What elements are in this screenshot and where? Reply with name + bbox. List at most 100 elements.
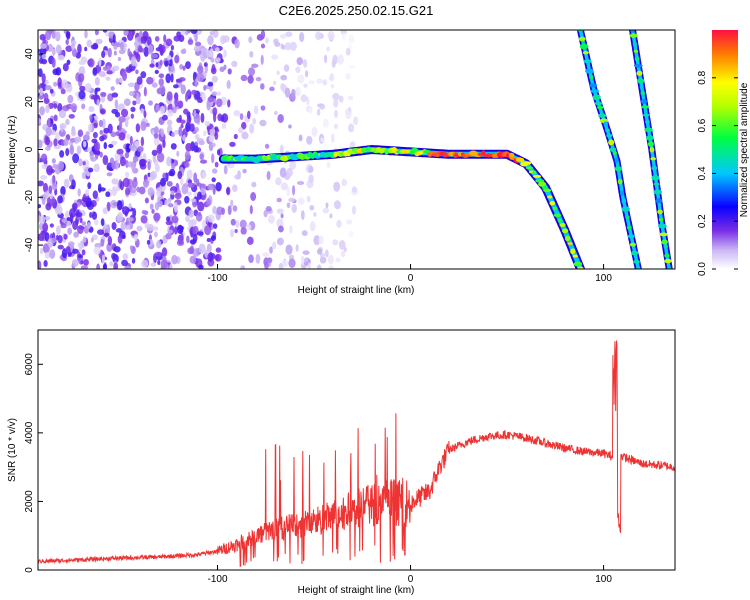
noise-speckle — [298, 31, 305, 43]
noise-speckle — [215, 182, 222, 192]
noise-speckle — [128, 90, 135, 97]
secondary-track-1-blob — [629, 242, 636, 247]
noise-speckle — [51, 182, 58, 191]
noise-speckle — [333, 181, 341, 192]
noise-speckle — [345, 110, 352, 120]
noise-speckle — [158, 132, 166, 142]
noise-speckle — [116, 148, 124, 155]
secondary-track-2-blob — [647, 141, 654, 147]
noise-speckle — [161, 247, 168, 257]
noise-speckle — [101, 118, 106, 129]
noise-speckle — [125, 224, 131, 231]
noise-speckle — [78, 90, 86, 100]
noise-speckle — [45, 202, 52, 211]
noise-speckle — [165, 233, 172, 240]
noise-speckle — [119, 156, 126, 167]
noise-speckle — [162, 139, 166, 149]
noise-speckle — [72, 220, 79, 231]
secondary-track-2-blob — [630, 30, 635, 33]
noise-speckle — [177, 170, 183, 180]
noise-speckle — [91, 211, 98, 220]
noise-speckle — [210, 57, 215, 63]
secondary-track-2-blob — [657, 209, 663, 215]
noise-speckle — [102, 263, 107, 269]
noise-speckle — [248, 67, 256, 76]
noise-speckle — [57, 195, 63, 204]
noise-speckle — [221, 207, 225, 215]
noise-speckle — [215, 254, 220, 261]
noise-speckle — [241, 121, 247, 130]
noise-speckle — [105, 191, 111, 198]
noise-speckle — [215, 247, 222, 253]
noise-speckle — [42, 243, 50, 254]
noise-speckle — [140, 35, 148, 44]
noise-speckle — [147, 160, 151, 171]
noise-speckle — [288, 197, 296, 203]
noise-speckle — [297, 197, 305, 206]
noise-speckle — [264, 261, 269, 269]
noise-speckle — [184, 150, 191, 161]
colorbar-ticks: 0.0 0.2 0.4 0.6 0.8 — [697, 70, 738, 276]
noise-speckle — [207, 81, 214, 87]
main-doppler-track-blob — [564, 235, 571, 242]
noise-speckle — [106, 242, 113, 252]
noise-speckle — [53, 81, 58, 87]
secondary-track-2-blob — [633, 64, 643, 68]
noise-speckle — [44, 85, 52, 91]
noise-speckle — [221, 122, 227, 130]
noise-speckle — [169, 168, 176, 177]
noise-speckle — [125, 143, 130, 154]
secondary-track-2-blob — [639, 84, 644, 89]
noise-speckle — [63, 233, 68, 240]
noise-speckle — [153, 133, 159, 139]
noise-speckle — [52, 175, 56, 186]
noise-speckle — [266, 170, 271, 181]
noise-speckle — [212, 223, 218, 229]
noise-speckle — [113, 50, 117, 56]
noise-speckle — [328, 265, 335, 269]
noise-speckle — [345, 73, 351, 80]
noise-speckle — [90, 94, 99, 100]
noise-speckle — [90, 44, 99, 50]
noise-speckle — [157, 200, 163, 208]
noise-speckle — [206, 100, 211, 111]
noise-speckle — [319, 104, 326, 110]
noise-speckle — [93, 163, 100, 173]
noise-speckle — [141, 259, 149, 268]
noise-speckle — [129, 245, 134, 251]
noise-speckle — [285, 244, 293, 255]
secondary-track-1-blob — [617, 178, 623, 185]
noise-speckle — [319, 253, 325, 258]
noise-speckle — [240, 74, 248, 82]
secondary-track-2-blob — [636, 70, 643, 76]
noise-speckle — [153, 126, 159, 134]
main-doppler-track-blob — [525, 166, 533, 170]
noise-speckle — [77, 188, 81, 197]
noise-speckle — [184, 195, 190, 204]
spectrogram-y-ticks: -40 -20 0 20 40 — [24, 48, 43, 252]
noise-speckle — [212, 205, 217, 215]
noise-speckle — [302, 59, 308, 68]
secondary-track-1-blob — [603, 121, 609, 127]
noise-speckle — [135, 123, 141, 133]
noise-speckle — [140, 136, 145, 147]
noise-speckle — [203, 130, 207, 137]
secondary-track-2-blob — [655, 198, 663, 204]
noise-speckle — [162, 114, 168, 121]
noise-speckle — [121, 108, 129, 118]
main-doppler-track-blob — [552, 206, 558, 211]
secondary-track-2-blob — [641, 105, 649, 109]
noise-speckle — [65, 118, 70, 126]
noise-speckle — [331, 59, 336, 68]
secondary-track-2-blob — [661, 239, 668, 245]
noise-speckle — [209, 48, 214, 58]
noise-speckle — [77, 129, 84, 138]
noise-speckle — [149, 203, 154, 210]
noise-speckle — [200, 112, 205, 123]
noise-speckle — [276, 208, 284, 214]
spectrogram-y-label: Frequency (Hz) — [7, 116, 18, 185]
noise-speckle — [39, 222, 44, 231]
main-doppler-track-blob — [577, 266, 584, 269]
noise-speckle — [162, 172, 167, 180]
noise-speckle — [269, 246, 273, 254]
